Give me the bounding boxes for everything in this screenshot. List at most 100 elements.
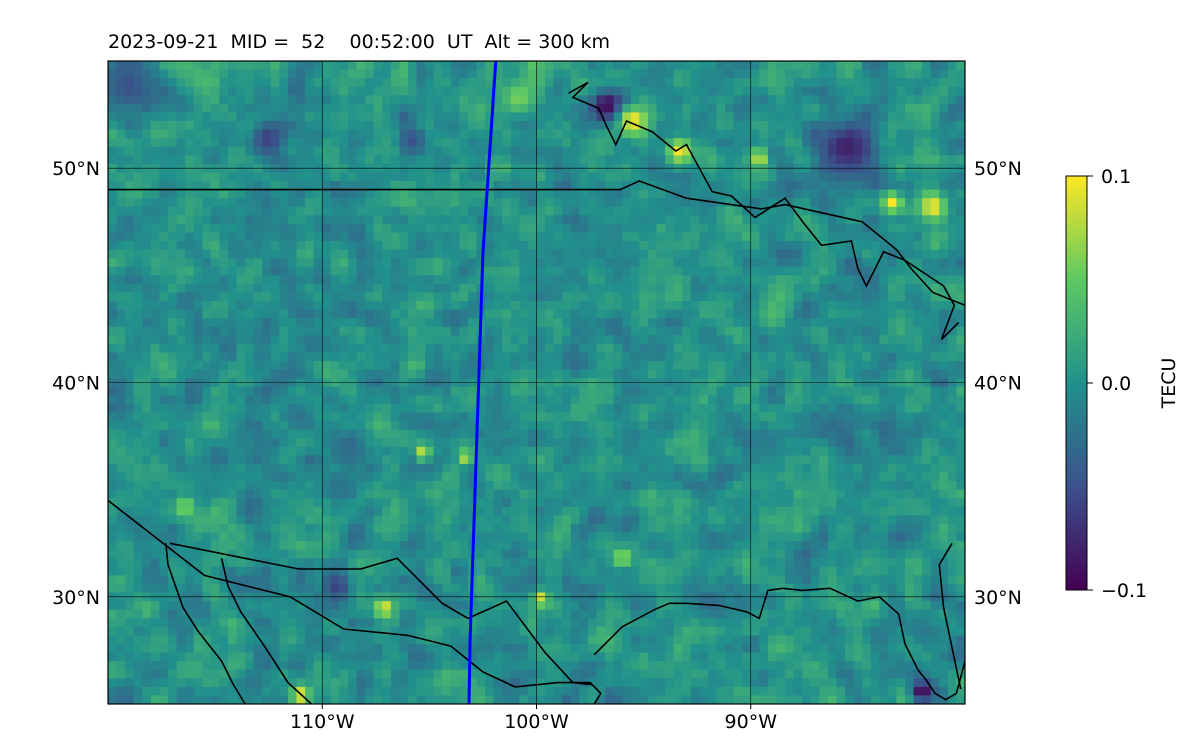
heatmap-cell: [270, 283, 280, 294]
heatmap-cell: [570, 481, 580, 491]
heatmap-cell: [407, 386, 418, 396]
heatmap-cell: [527, 429, 538, 439]
heatmap-cell: [176, 369, 186, 379]
heatmap-cell: [879, 129, 889, 139]
heatmap-cell: [836, 361, 846, 371]
heatmap-cell: [810, 69, 820, 79]
heatmap-cell: [707, 429, 718, 439]
heatmap-cell: [759, 412, 769, 422]
heatmap-cell: [596, 403, 606, 414]
heatmap-cell: [750, 326, 760, 336]
heatmap-cell: [150, 343, 160, 354]
heatmap-cell: [373, 481, 383, 491]
heatmap-cell: [587, 481, 598, 491]
heatmap-cell: [716, 446, 726, 456]
heatmap-cell: [502, 146, 512, 156]
heatmap-cell: [853, 78, 863, 88]
heatmap-cell: [656, 249, 666, 259]
heatmap-cell: [947, 198, 958, 208]
heatmap-cell: [416, 378, 426, 388]
heatmap-cell: [699, 78, 709, 88]
heatmap-cell: [476, 438, 486, 448]
heatmap-cell: [562, 369, 572, 379]
heatmap-cell: [279, 292, 289, 302]
heatmap-cell: [502, 301, 512, 311]
heatmap-cell: [253, 352, 263, 362]
heatmap-cell: [553, 138, 563, 148]
heatmap-cell: [862, 343, 872, 354]
heatmap-cell: [296, 232, 306, 242]
heatmap-cell: [536, 172, 546, 182]
heatmap-cell: [510, 172, 520, 182]
heatmap-cell: [716, 112, 726, 122]
heatmap-cell: [279, 421, 289, 431]
heatmap-cell: [682, 241, 692, 251]
heatmap-cell: [845, 198, 855, 208]
heatmap-cell: [905, 181, 915, 191]
heatmap-cell: [407, 112, 418, 122]
heatmap-cell: [390, 412, 400, 422]
heatmap-cell: [176, 386, 186, 396]
heatmap-cell: [176, 283, 186, 294]
heatmap-cell: [639, 481, 649, 491]
heatmap-cell: [622, 249, 632, 259]
heatmap-cell: [185, 283, 195, 294]
heatmap-cell: [690, 181, 700, 191]
heatmap-cell: [553, 429, 563, 439]
heatmap-cell: [947, 206, 958, 216]
heatmap-cell: [150, 481, 160, 491]
heatmap-cell: [159, 163, 169, 174]
heatmap-cell: [956, 283, 965, 294]
heatmap-cell: [673, 78, 683, 88]
heatmap-cell: [742, 318, 752, 328]
heatmap-cell: [168, 395, 178, 405]
heatmap-cell: [330, 292, 340, 302]
heatmap-cell: [742, 352, 752, 362]
heatmap-cell: [519, 172, 529, 182]
heatmap-cell: [202, 266, 212, 276]
heatmap-cell: [725, 275, 735, 285]
heatmap-cell: [210, 386, 220, 396]
heatmap-cell: [802, 481, 812, 491]
heatmap-cell: [407, 318, 418, 328]
heatmap-cell: [562, 103, 572, 114]
heatmap-cell: [545, 241, 555, 251]
heatmap-cell: [579, 309, 589, 319]
heatmap-cell: [639, 95, 649, 105]
heatmap-cell: [536, 103, 546, 114]
heatmap-cell: [425, 232, 435, 242]
heatmap-cell: [125, 421, 135, 431]
heatmap-cell: [125, 395, 135, 405]
heatmap-cell: [665, 129, 675, 139]
heatmap-cell: [399, 61, 409, 71]
heatmap-cell: [459, 189, 469, 199]
heatmap-cell: [853, 412, 863, 422]
heatmap-cell: [142, 163, 152, 174]
heatmap-cell: [185, 275, 195, 285]
heatmap-cell: [819, 463, 829, 474]
heatmap-cell: [725, 155, 735, 165]
heatmap-cell: [930, 258, 940, 268]
heatmap-cell: [176, 172, 186, 182]
heatmap-cell: [767, 112, 778, 122]
heatmap-cell: [407, 198, 418, 208]
heatmap-cell: [365, 258, 375, 268]
heatmap-cell: [210, 163, 220, 174]
heatmap-cell: [733, 403, 743, 414]
heatmap-cell: [630, 292, 640, 302]
heatmap-cell: [810, 163, 820, 174]
heatmap-cell: [476, 121, 486, 131]
heatmap-cell: [219, 403, 229, 414]
heatmap-cell: [810, 361, 820, 371]
heatmap-cell: [870, 86, 880, 96]
heatmap-cell: [279, 181, 289, 191]
heatmap-cell: [716, 283, 726, 294]
heatmap-cell: [348, 86, 358, 96]
heatmap-cell: [922, 472, 932, 482]
heatmap-cell: [870, 275, 880, 285]
heatmap-cell: [887, 112, 898, 122]
heatmap-cell: [262, 215, 272, 225]
heatmap-cell: [845, 95, 855, 105]
heatmap-cell: [467, 275, 478, 285]
heatmap-cell: [133, 155, 143, 165]
